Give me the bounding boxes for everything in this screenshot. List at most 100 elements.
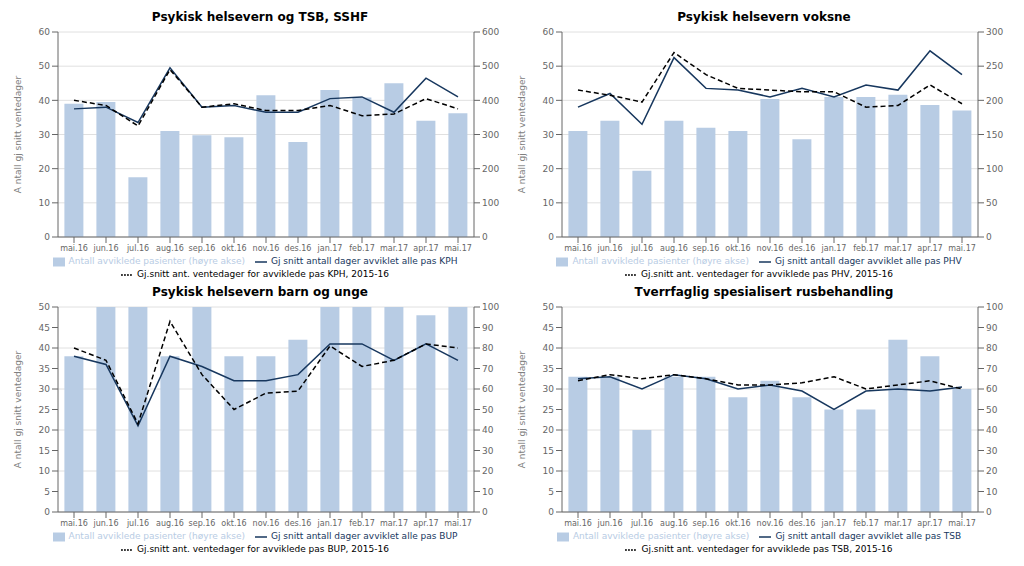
svg-text:mar.17: mar.17 — [380, 244, 408, 253]
svg-text:70: 70 — [986, 364, 998, 374]
svg-text:mai.16: mai.16 — [564, 244, 592, 253]
svg-text:okt.16: okt.16 — [221, 244, 246, 253]
svg-text:mai.17: mai.17 — [444, 519, 472, 528]
svg-text:300: 300 — [482, 130, 499, 140]
svg-text:apr.17: apr.17 — [917, 244, 942, 253]
svg-text:sep.16: sep.16 — [693, 519, 720, 528]
svg-text:40: 40 — [986, 425, 998, 435]
svg-text:jun.16: jun.16 — [92, 244, 118, 253]
svg-text:50: 50 — [482, 405, 494, 415]
svg-text:250: 250 — [986, 61, 1003, 71]
svg-text:des.16: des.16 — [285, 519, 312, 528]
svg-text:45: 45 — [543, 323, 554, 333]
svg-text:30: 30 — [482, 446, 494, 456]
svg-text:A ntall gj snitt ventedager: A ntall gj snitt ventedager — [517, 76, 527, 194]
svg-text:jul.16: jul.16 — [126, 519, 149, 528]
svg-text:jun.16: jun.16 — [596, 519, 622, 528]
svg-text:mai.16: mai.16 — [60, 519, 88, 528]
svg-text:40: 40 — [482, 425, 494, 435]
svg-text:sep.16: sep.16 — [189, 244, 216, 253]
svg-text:jan.17: jan.17 — [317, 519, 343, 528]
svg-text:5: 5 — [44, 487, 50, 497]
svg-text:25: 25 — [543, 405, 554, 415]
svg-text:10: 10 — [39, 198, 51, 208]
svg-text:15: 15 — [543, 446, 554, 456]
svg-text:mar.17: mar.17 — [884, 244, 912, 253]
svg-text:A ntall gj snitt ventedager: A ntall gj snitt ventedager — [13, 351, 23, 469]
svg-text:feb.17: feb.17 — [349, 519, 375, 528]
svg-text:0: 0 — [986, 232, 992, 242]
svg-text:50: 50 — [39, 61, 51, 71]
svg-text:50: 50 — [39, 302, 51, 312]
svg-text:des.16: des.16 — [789, 519, 816, 528]
svg-text:0: 0 — [44, 507, 50, 517]
svg-text:30: 30 — [986, 446, 998, 456]
svg-text:des.16: des.16 — [285, 244, 312, 253]
svg-text:35: 35 — [39, 364, 50, 374]
svg-text:mai.17: mai.17 — [444, 244, 472, 253]
svg-text:20: 20 — [39, 164, 51, 174]
svg-text:mai.16: mai.16 — [60, 244, 88, 253]
svg-text:mai.17: mai.17 — [948, 519, 976, 528]
svg-text:60: 60 — [482, 384, 494, 394]
svg-text:jun.16: jun.16 — [596, 244, 622, 253]
svg-text:jun.16: jun.16 — [92, 519, 118, 528]
svg-text:25: 25 — [39, 405, 50, 415]
svg-text:10: 10 — [986, 487, 998, 497]
svg-text:mai.17: mai.17 — [948, 244, 976, 253]
svg-text:30: 30 — [39, 130, 51, 140]
svg-text:90: 90 — [482, 323, 494, 333]
svg-text:feb.17: feb.17 — [853, 244, 879, 253]
svg-text:50: 50 — [543, 302, 555, 312]
svg-text:nov.16: nov.16 — [757, 519, 784, 528]
svg-text:40: 40 — [39, 96, 51, 106]
svg-text:nov.16: nov.16 — [757, 244, 784, 253]
svg-text:A ntall gj snitt ventedager: A ntall gj snitt ventedager — [517, 351, 527, 469]
svg-text:20: 20 — [543, 425, 555, 435]
svg-text:jan.17: jan.17 — [821, 519, 847, 528]
svg-text:10: 10 — [39, 466, 51, 476]
svg-text:mai.16: mai.16 — [564, 519, 592, 528]
svg-text:sep.16: sep.16 — [693, 244, 720, 253]
svg-text:80: 80 — [482, 343, 494, 353]
svg-text:okt.16: okt.16 — [725, 244, 750, 253]
svg-text:aug.16: aug.16 — [156, 519, 184, 528]
svg-text:aug.16: aug.16 — [660, 519, 688, 528]
svg-text:20: 20 — [482, 466, 494, 476]
svg-text:35: 35 — [543, 364, 554, 374]
svg-text:jan.17: jan.17 — [317, 244, 343, 253]
svg-text:feb.17: feb.17 — [349, 244, 375, 253]
svg-text:40: 40 — [543, 343, 555, 353]
svg-text:okt.16: okt.16 — [725, 519, 750, 528]
svg-text:nov.16: nov.16 — [253, 244, 280, 253]
svg-text:aug.16: aug.16 — [156, 244, 184, 253]
svg-text:100: 100 — [482, 198, 499, 208]
svg-text:50: 50 — [986, 198, 998, 208]
svg-text:20: 20 — [39, 425, 51, 435]
svg-text:50: 50 — [986, 405, 998, 415]
svg-text:0: 0 — [44, 232, 50, 242]
svg-text:jul.16: jul.16 — [126, 244, 149, 253]
svg-text:10: 10 — [482, 487, 494, 497]
svg-text:100: 100 — [986, 164, 1003, 174]
svg-text:30: 30 — [39, 384, 51, 394]
svg-text:150: 150 — [986, 130, 1003, 140]
svg-text:60: 60 — [39, 27, 51, 37]
svg-text:300: 300 — [986, 27, 1003, 37]
svg-text:okt.16: okt.16 — [221, 519, 246, 528]
svg-text:feb.17: feb.17 — [853, 519, 879, 528]
svg-text:0: 0 — [548, 232, 554, 242]
svg-text:nov.16: nov.16 — [253, 519, 280, 528]
svg-text:45: 45 — [39, 323, 50, 333]
svg-text:0: 0 — [548, 507, 554, 517]
svg-text:10: 10 — [543, 198, 555, 208]
svg-text:30: 30 — [543, 384, 555, 394]
svg-text:0: 0 — [482, 507, 488, 517]
svg-text:50: 50 — [543, 61, 555, 71]
svg-text:A ntall gj snitt ventedager: A ntall gj snitt ventedager — [13, 76, 23, 194]
svg-text:200: 200 — [986, 96, 1003, 106]
svg-text:100: 100 — [986, 302, 1003, 312]
svg-text:10: 10 — [543, 466, 555, 476]
svg-text:15: 15 — [39, 446, 50, 456]
svg-text:jul.16: jul.16 — [630, 519, 653, 528]
